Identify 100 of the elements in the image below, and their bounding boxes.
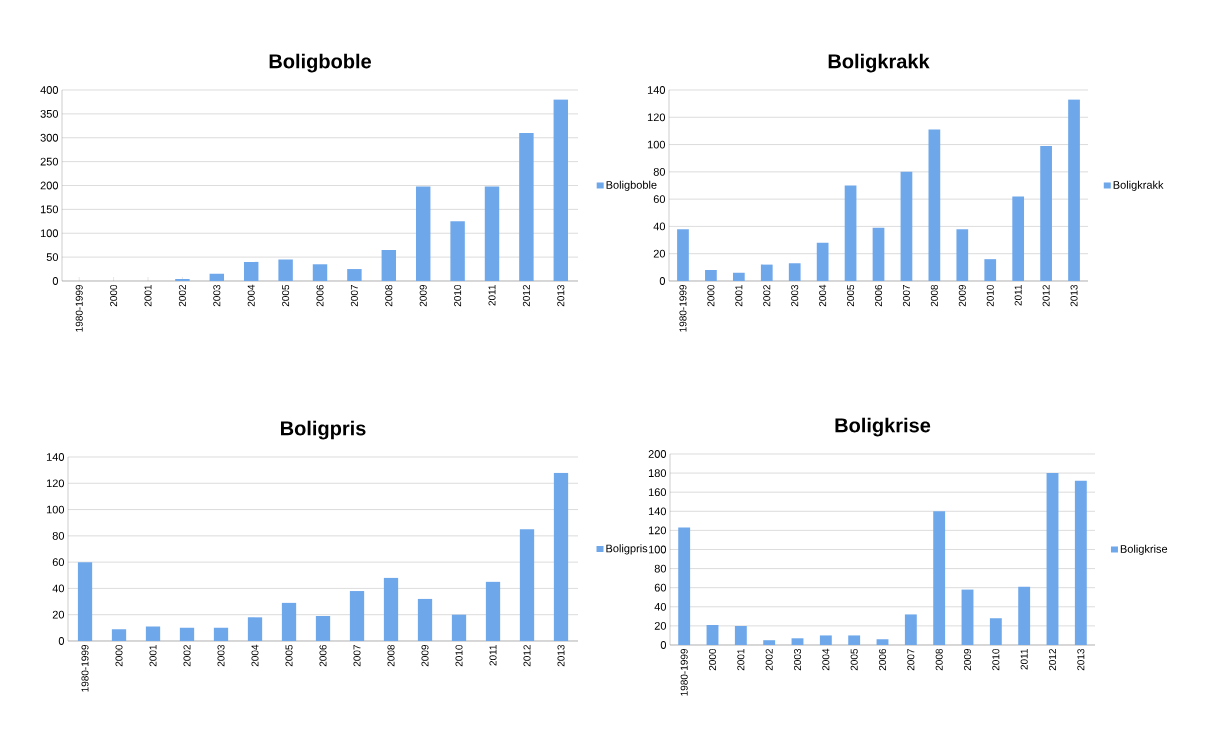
x-tick-label: 2011 [1020,649,1028,670]
y-tick-label: 80 [654,564,667,573]
chart-title: Boligkrise [835,417,931,437]
bar [1068,99,1080,281]
bar [732,272,745,281]
y-tick-label: 60 [654,583,667,592]
bar [347,269,362,281]
bar [519,132,534,281]
y-tick-label: 60 [653,195,666,204]
x-tick-label: 2006 [316,284,324,307]
y-tick-label: 50 [46,253,59,262]
x-tick-label: 2007 [350,285,358,307]
bar [349,591,365,641]
x-tick-label: 2001 [735,285,743,307]
bar [1046,473,1059,645]
bar [213,627,229,641]
x-tick-label: 2013 [557,284,565,307]
x-tick-label: 2012 [523,645,531,667]
bar [900,171,913,281]
bar [844,185,857,281]
bar [315,616,331,641]
bar [1040,145,1052,281]
x-tick-label: 2011 [489,645,497,666]
x-tick-label: 2010 [454,284,462,307]
y-tick-label: 140 [46,453,65,461]
bar [1012,196,1025,281]
bar [788,263,801,281]
x-tick-label: 2000 [708,648,717,671]
x-tick-label: 2011 [488,285,496,306]
x-tick-label: 2009 [958,284,966,307]
x-tick-label: 1980-1999 [81,644,89,692]
bar [383,577,399,641]
bar [519,529,535,641]
bar [904,614,917,645]
bar [984,259,997,281]
chart-title: Boligkrakk [828,53,930,73]
y-tick-label: 140 [648,507,667,516]
x-tick-label: 2007 [902,285,910,307]
bar [278,259,293,281]
x-tick-label: 2001 [149,645,157,667]
bar [791,638,804,645]
bar [415,186,431,281]
y-tick-label: 0 [659,277,666,285]
x-tick-label: 2013 [1077,648,1085,671]
bar [734,625,747,645]
bar [553,99,569,281]
x-tick-label: 2002 [765,649,773,671]
bar [819,635,832,645]
x-tick-label: 2001 [144,285,152,307]
bar [553,472,569,641]
x-tick-label: 2003 [793,648,802,671]
bar [1018,586,1031,645]
bar [816,242,829,281]
x-tick-label: 2003 [791,284,799,307]
y-tick-label: 300 [40,133,59,142]
bar [451,614,467,641]
x-tick-label: 2004 [819,284,827,307]
y-tick-label: 140 [647,86,666,94]
x-tick-label: 2007 [907,649,915,671]
y-tick-label: 20 [52,610,65,619]
y-tick-label: 200 [40,181,59,190]
y-tick-label: 0 [52,277,59,285]
y-tick-label: 20 [653,249,666,258]
x-tick-label: 2004 [247,284,255,307]
y-tick-label: 0 [660,641,667,649]
x-tick-label: 2003 [217,644,225,667]
x-tick-label: 2012 [1048,649,1057,671]
bar [872,227,885,281]
bar [145,626,161,641]
x-tick-label: 2008 [930,284,938,307]
legend-label: Boligkrakk [1113,180,1164,191]
legend-label: Boligboble [606,180,657,191]
y-tick-label: 100 [46,505,65,514]
x-tick-label: 1980-1999 [680,648,688,696]
y-tick-label: 80 [653,167,666,176]
x-tick-label: 2007 [353,645,361,667]
y-tick-label: 40 [654,602,667,611]
bar [179,627,195,641]
bar [677,229,689,281]
x-tick-label: 2010 [986,284,994,307]
x-tick-label: 2005 [282,284,290,307]
x-tick-label: 2011 [1014,285,1022,306]
legend-label: Boligkrise [1120,544,1168,555]
bar [77,562,93,641]
y-tick-label: 150 [40,205,59,214]
x-tick-label: 2000 [110,284,118,307]
x-tick-label: 2008 [387,644,395,667]
bar [243,261,259,281]
x-tick-label: 2009 [419,284,427,307]
y-tick-label: 60 [52,558,65,567]
x-tick-label: 2008 [385,284,393,307]
bar [209,273,225,281]
y-tick-label: 120 [46,479,65,488]
bar [417,598,433,641]
x-tick-label: 2005 [847,284,855,307]
y-tick-label: 160 [648,488,667,497]
bar [760,264,773,281]
bar [928,129,941,281]
x-tick-label: 2009 [421,644,429,667]
x-tick-label: 2010 [455,644,463,667]
